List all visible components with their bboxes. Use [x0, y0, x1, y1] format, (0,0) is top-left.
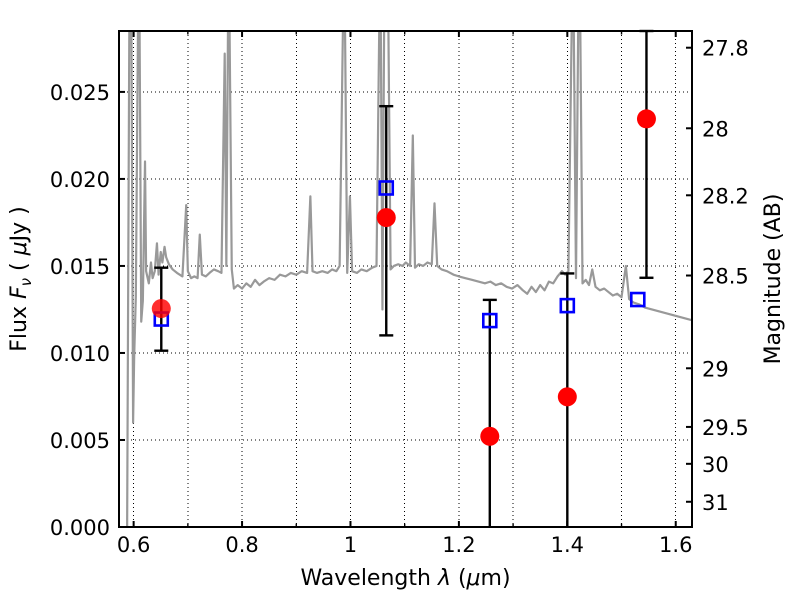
y-axis-label: Flux Fν ( μJy ): [7, 206, 35, 351]
model-square-marker-2: [481, 312, 498, 329]
grid-layer: [119, 31, 692, 527]
ytick-label-2: 0.010: [50, 342, 110, 366]
xtick-label-4: 1.4: [551, 533, 584, 557]
observed-circle-marker-4: [636, 109, 656, 129]
ytick-label-3: 0.015: [50, 255, 110, 279]
model-square-marker-4: [629, 291, 646, 308]
axis-ticks-layer: 0.6 0.8 1 1.2 1.4 1.6 0.000 0.005 0.010 0.015 0.02…: [50, 31, 749, 557]
y2tick-label-4: 29: [702, 357, 729, 381]
data-markers-layer: [151, 109, 656, 446]
y2tick-label-0: 27.8: [702, 37, 749, 61]
y2tick-label-6: 30: [702, 453, 729, 477]
xtick-label-5: 1.6: [659, 533, 692, 557]
xtick-label-3: 1.2: [442, 533, 475, 557]
model-square-marker-1: [378, 180, 395, 196]
plot-frame: [118, 30, 693, 528]
ytick-label-5: 0.025: [50, 81, 110, 105]
axes-frame: [118, 30, 693, 528]
model-spectrum-line: [126, 31, 692, 527]
xtick-label-1: 0.8: [225, 533, 258, 557]
xtick-label-0: 0.6: [117, 533, 150, 557]
observed-circle-marker-2: [480, 426, 500, 446]
y2tick-label-3: 28.5: [702, 265, 749, 289]
y2tick-label-7: 31: [702, 491, 729, 515]
y2tick-label-5: 29.5: [702, 416, 749, 440]
y2tick-label-1: 28: [702, 117, 729, 141]
ytick-label-1: 0.005: [50, 429, 110, 453]
y2tick-label-2: 28.2: [702, 184, 749, 208]
error-bar-2: [482, 298, 497, 527]
observed-circle-marker-1: [376, 208, 396, 228]
y2-axis-label: Magnitude (AB): [761, 194, 786, 365]
ytick-label-4: 0.020: [50, 168, 110, 192]
model-square-marker-3: [559, 297, 576, 314]
xtick-label-2: 1: [344, 533, 357, 557]
x-axis-label: Wavelength λ (μm): [300, 566, 510, 591]
observed-circle-marker-0: [151, 299, 171, 319]
ytick-label-0: 0.000: [50, 516, 110, 540]
observed-circle-marker-3: [557, 387, 577, 407]
axis-labels-layer: Wavelength λ (μm) Flux Fν ( μJy ) Magnitud…: [7, 194, 786, 591]
model-spectrum-polyline: [126, 31, 692, 527]
